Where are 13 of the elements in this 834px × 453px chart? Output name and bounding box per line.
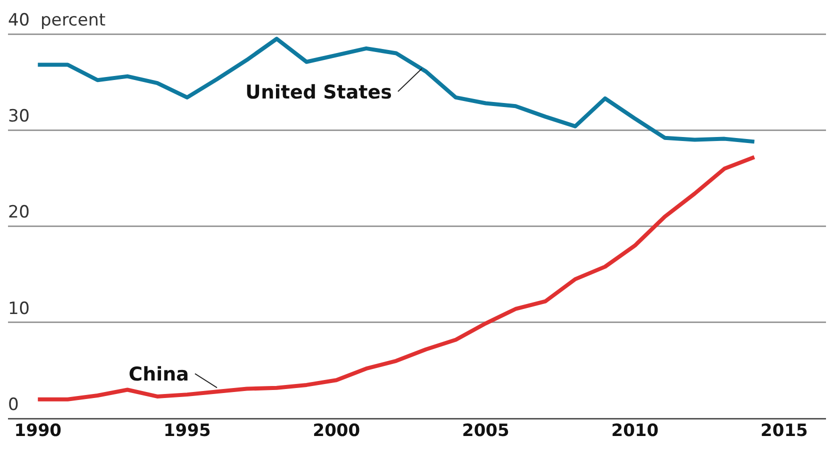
series-label: China xyxy=(128,364,189,386)
y-tick-label: 30 xyxy=(8,106,30,127)
series-label: United States xyxy=(245,81,392,104)
x-tick-label: 2010 xyxy=(611,421,659,442)
y-tick-label: 40 percent xyxy=(8,10,106,30)
x-tick-label: 1990 xyxy=(14,421,62,442)
y-tick-label: 20 xyxy=(8,202,30,223)
x-tick-label: 1995 xyxy=(163,421,211,442)
y-tick-label: 0 xyxy=(8,395,19,416)
x-tick-label: 2000 xyxy=(312,421,360,442)
y-tick-label: 10 xyxy=(8,298,30,319)
x-tick-label: 2015 xyxy=(760,421,808,442)
x-tick-label: 2005 xyxy=(462,421,510,442)
